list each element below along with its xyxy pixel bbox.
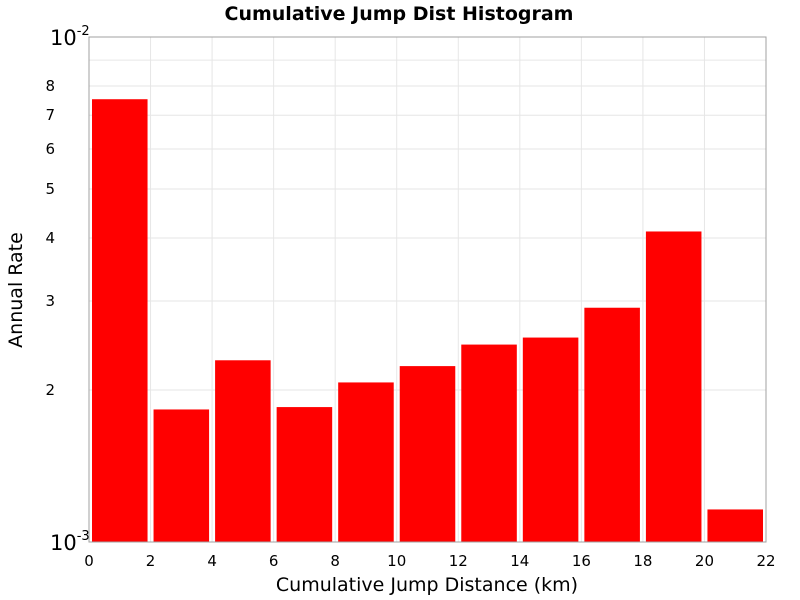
histogram-bar — [399, 366, 456, 542]
x-tick-label: 0 — [84, 552, 94, 570]
histogram-bar — [92, 99, 148, 542]
y-tick-label: 4 — [45, 229, 55, 247]
histogram-bar — [338, 382, 394, 542]
histogram-bar — [645, 231, 702, 542]
x-tick-label: 20 — [695, 552, 714, 570]
y-tick-label: 2 — [45, 381, 55, 399]
x-tick-labels: 0 2 4 6 8 10 12 14 16 18 20 22 — [84, 552, 775, 570]
y-tick-label: 3 — [45, 292, 55, 310]
histogram-bar — [461, 344, 517, 542]
histogram-bar — [276, 407, 333, 542]
x-tick-label: 18 — [633, 552, 652, 570]
histogram-bar — [584, 307, 640, 542]
x-tick-label: 22 — [756, 552, 775, 570]
decade-exponent: -2 — [77, 24, 90, 39]
x-tick-label: 16 — [572, 552, 591, 570]
x-tick-label: 8 — [330, 552, 340, 570]
x-tick-label: 6 — [269, 552, 279, 570]
y-tick-label: 6 — [45, 140, 55, 158]
y-decade-label: 10-3 — [50, 529, 90, 555]
y-tick-label: 5 — [45, 180, 55, 198]
plot-frame — [88, 36, 767, 543]
x-tick-label: 10 — [387, 552, 406, 570]
histogram-bar — [153, 409, 210, 542]
x-tick-label: 14 — [510, 552, 529, 570]
x-tick-label: 2 — [146, 552, 156, 570]
y-axis-label: Annual Rate — [5, 232, 27, 348]
histogram-bar — [707, 509, 763, 542]
decade-exponent: -3 — [77, 529, 90, 544]
chart-title: Cumulative Jump Dist Histogram — [225, 3, 574, 25]
bars — [92, 99, 763, 542]
y-tick-label: 7 — [45, 106, 55, 124]
y-decade-label: 10-2 — [50, 24, 90, 50]
histogram-bar — [215, 360, 271, 542]
histogram-bar — [522, 337, 579, 542]
decade-base: 10 — [50, 26, 77, 50]
decade-base: 10 — [50, 531, 77, 555]
x-tick-label: 4 — [207, 552, 217, 570]
x-axis-label: Cumulative Jump Distance (km) — [276, 574, 578, 596]
x-tick-label: 12 — [449, 552, 468, 570]
y-tick-label: 8 — [45, 77, 55, 95]
